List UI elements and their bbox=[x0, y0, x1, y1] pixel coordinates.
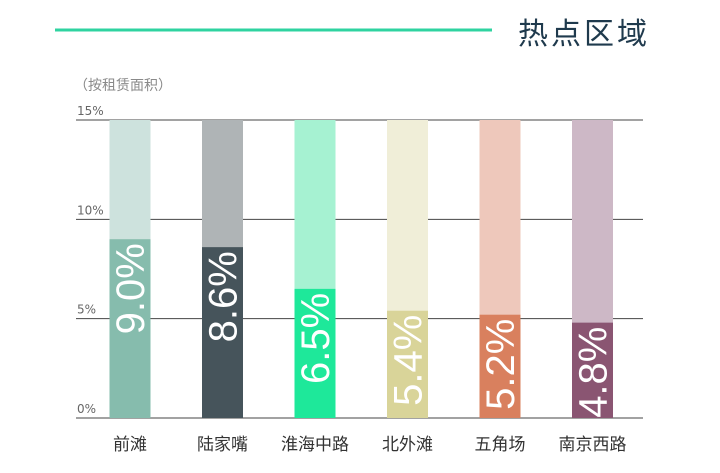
bar bbox=[109, 239, 151, 418]
bar-value-label: 5.4% bbox=[387, 315, 431, 406]
y-tick-label: 5% bbox=[77, 303, 96, 317]
bar bbox=[202, 247, 243, 418]
bar-value-label: 4.8% bbox=[572, 327, 616, 418]
chart-subtitle: （按租赁面积） bbox=[74, 78, 172, 94]
bar bbox=[479, 314, 521, 418]
x-category-label: 南京西路 bbox=[559, 435, 627, 455]
bar-value-label: 6.5% bbox=[294, 293, 338, 384]
bar bbox=[294, 288, 336, 418]
y-tick-label: 0% bbox=[77, 402, 96, 416]
x-category-label: 北外滩 bbox=[382, 435, 433, 455]
x-category-label: 前滩 bbox=[113, 435, 147, 455]
chart-title: 热点区域 bbox=[518, 17, 650, 52]
bar bbox=[572, 322, 613, 418]
bar-value-label: 5.2% bbox=[479, 319, 523, 410]
y-axis-ticks: 0% 5% 10% 15% bbox=[77, 104, 104, 416]
x-axis-labels: 前滩 陆家嘴 淮海中路 北外滩 五角场 南京西路 bbox=[113, 435, 627, 455]
x-category-label: 淮海中路 bbox=[281, 435, 349, 455]
bars: 9.0% 8.6% 6.5% 5.4% 5.2% 4.8% bbox=[109, 120, 616, 418]
bar bbox=[387, 310, 428, 418]
bar-value-label: 9.0% bbox=[109, 243, 153, 334]
x-category-label: 五角场 bbox=[475, 435, 526, 455]
x-category-label: 陆家嘴 bbox=[197, 435, 248, 455]
y-tick-label: 10% bbox=[77, 203, 104, 217]
grid-lines bbox=[76, 119, 643, 419]
y-tick-label: 15% bbox=[77, 104, 104, 118]
bar-value-label: 8.6% bbox=[202, 251, 246, 342]
